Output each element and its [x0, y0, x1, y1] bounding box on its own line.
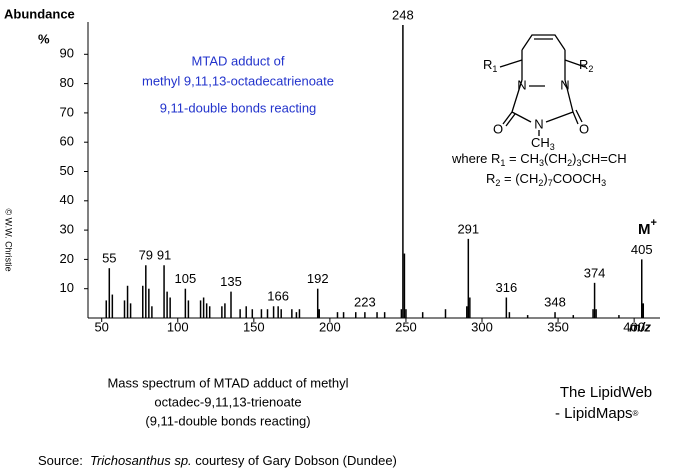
- text-fragment: ): [543, 171, 547, 186]
- subscript: 7: [548, 178, 553, 188]
- structure-label: CH3: [531, 135, 555, 152]
- y-tick-label: 90: [60, 46, 74, 61]
- structure-label: where R1 = CH3(CH2)3CH=CH: [451, 151, 627, 168]
- structure-label: N: [560, 77, 569, 92]
- y-tick-label: 40: [60, 192, 74, 207]
- text-fragment: R: [579, 57, 588, 72]
- caption: octadec-9,11,13-trienoate: [154, 394, 301, 409]
- annotation: MTAD adduct of: [192, 53, 285, 68]
- subscript: 1: [492, 64, 497, 74]
- peak-label: 291: [457, 221, 479, 236]
- peak-label: 248: [392, 7, 414, 22]
- text-fragment: (CH: [544, 151, 567, 166]
- peak-label: 55: [102, 251, 116, 266]
- peak-label: 374: [584, 265, 606, 280]
- y-tick-label: 50: [60, 163, 74, 178]
- x-tick-label: 200: [319, 319, 341, 334]
- subscript: 1: [500, 158, 505, 168]
- subscript: 3: [577, 158, 582, 168]
- annotation: methyl 9,11,13-octadecatrienoate: [142, 73, 334, 88]
- subscript: 2: [567, 158, 572, 168]
- text-fragment: = (CH: [500, 171, 538, 186]
- y-tick-label: 70: [60, 104, 74, 119]
- source-suffix: courtesy of Gary Dobson (Dundee): [192, 453, 397, 468]
- molecular-ion: M+: [638, 217, 657, 238]
- peak-label: 348: [544, 295, 566, 310]
- structure-label: R1: [483, 57, 497, 74]
- text-fragment: CH=CH: [582, 151, 627, 166]
- x-label: m/z: [629, 319, 651, 334]
- structure-label: R2: [579, 57, 593, 74]
- text-fragment: COOCH: [553, 171, 601, 186]
- source-species: Trichosanthus sp.: [90, 453, 192, 468]
- y-tick-label: 10: [60, 280, 74, 295]
- peak-label: 135: [220, 274, 242, 289]
- copyright: © W.W. Christie: [4, 208, 14, 271]
- x-tick-label: 100: [167, 319, 189, 334]
- molecular-ion-sup: +: [651, 217, 657, 229]
- structure-label: R2 = (CH2)7COOCH3: [486, 171, 606, 188]
- peak-label: 91: [157, 248, 171, 263]
- subscript: 3: [539, 158, 544, 168]
- y-tick-label: 80: [60, 75, 74, 90]
- structure-label: N: [534, 116, 543, 131]
- subscript: 3: [601, 178, 606, 188]
- structure-bonds: [499, 59, 586, 68]
- x-tick-label: 350: [547, 319, 569, 334]
- text-fragment: R: [483, 57, 492, 72]
- subscript: 2: [495, 178, 500, 188]
- structure-label: O: [579, 121, 589, 136]
- peak-label: 405: [631, 242, 653, 257]
- peak-label: 192: [307, 271, 329, 286]
- brand-text: - LipidMaps: [555, 405, 633, 422]
- y-tick-label: 60: [60, 134, 74, 149]
- brand: The LipidWeb: [560, 384, 652, 401]
- source-prefix: Source:: [38, 453, 90, 468]
- text-fragment: where R: [451, 151, 500, 166]
- caption: Mass spectrum of MTAD adduct of methyl: [107, 375, 348, 390]
- peak-label: 223: [354, 295, 376, 310]
- x-tick-label: 150: [243, 319, 265, 334]
- subscript: 2: [538, 178, 543, 188]
- x-tick-label: 400: [623, 319, 645, 334]
- subscript: 3: [550, 142, 555, 152]
- annotation: 9,11-double bonds reacting: [160, 100, 317, 115]
- x-tick-label: 50: [94, 319, 108, 334]
- brand-mark: ®: [633, 409, 639, 418]
- peak-label: 105: [175, 271, 197, 286]
- y-unit: %: [38, 31, 50, 46]
- y-label: Abundance: [4, 6, 75, 21]
- peak-label: 79: [139, 248, 153, 263]
- structure-label: O: [493, 121, 503, 136]
- text-fragment: CH: [531, 135, 550, 150]
- y-tick-label: 30: [60, 222, 74, 237]
- structure-bonds: [502, 34, 583, 136]
- structure-label: N: [517, 77, 526, 92]
- x-tick-label: 300: [471, 319, 493, 334]
- brand: - LipidMaps®: [555, 405, 639, 422]
- peak-label: 316: [495, 280, 517, 295]
- caption: (9,11-double bonds reacting): [145, 413, 310, 428]
- text-fragment: R: [486, 171, 495, 186]
- text-fragment: ): [572, 151, 576, 166]
- x-tick-label: 250: [395, 319, 417, 334]
- peak-label: 166: [267, 289, 289, 304]
- source: Source: Trichosanthus sp. courtesy of Ga…: [38, 453, 397, 468]
- structure: R1 R2 N N O O N CH3 where R1 = CH3(CH2)3…: [451, 34, 627, 188]
- molecular-ion-text: M: [638, 221, 651, 238]
- text-fragment: = CH: [505, 151, 539, 166]
- subscript: 2: [588, 64, 593, 74]
- y-tick-label: 20: [60, 251, 74, 266]
